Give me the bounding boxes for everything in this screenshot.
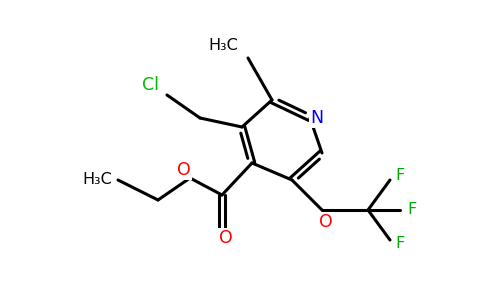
Text: N: N (310, 109, 324, 127)
Text: F: F (408, 202, 417, 217)
Text: F: F (395, 169, 405, 184)
Text: H₃C: H₃C (82, 172, 112, 188)
Text: F: F (395, 236, 405, 251)
Text: H₃C: H₃C (208, 38, 238, 53)
Text: O: O (177, 161, 191, 179)
Text: Cl: Cl (142, 76, 159, 94)
Text: O: O (219, 229, 233, 247)
Text: H: H (226, 38, 238, 53)
Text: O: O (319, 213, 333, 231)
